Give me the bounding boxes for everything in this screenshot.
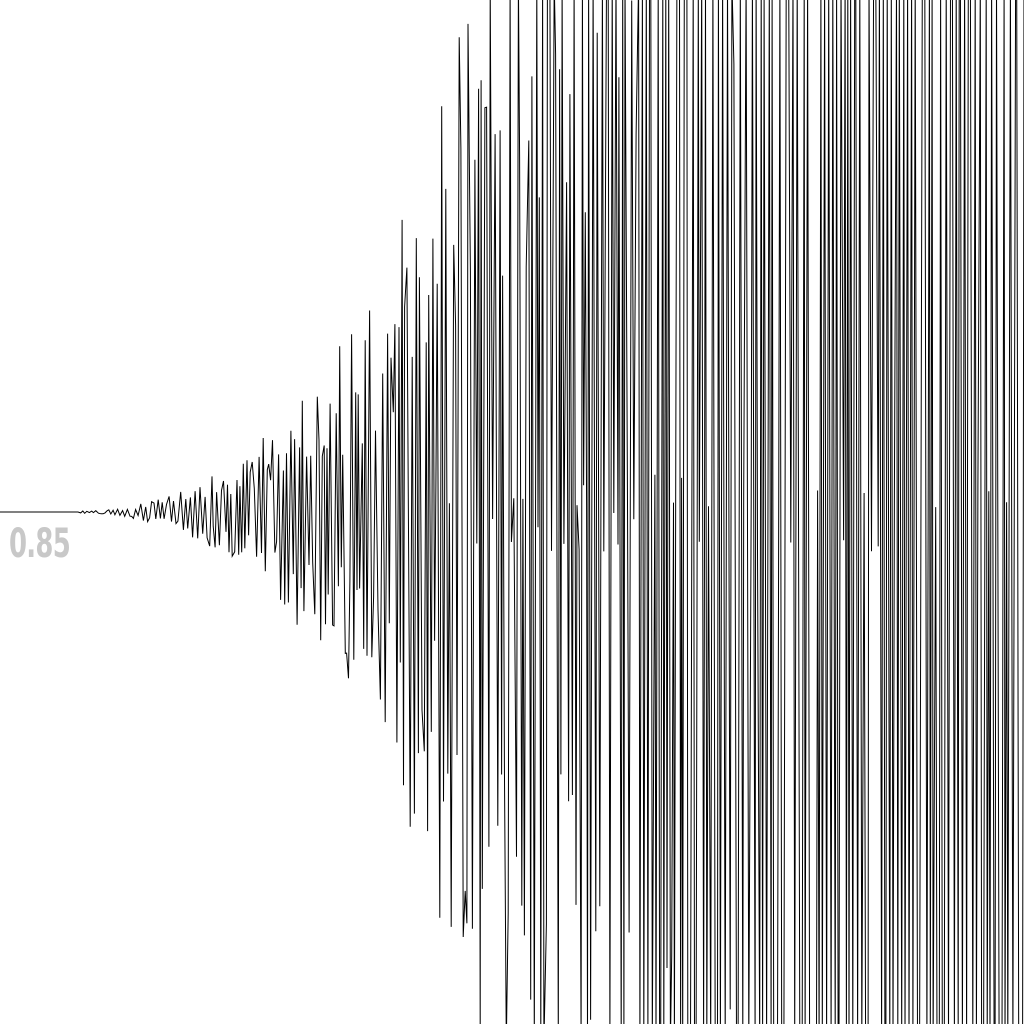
parameter-value-label: 0.85 — [9, 521, 71, 567]
